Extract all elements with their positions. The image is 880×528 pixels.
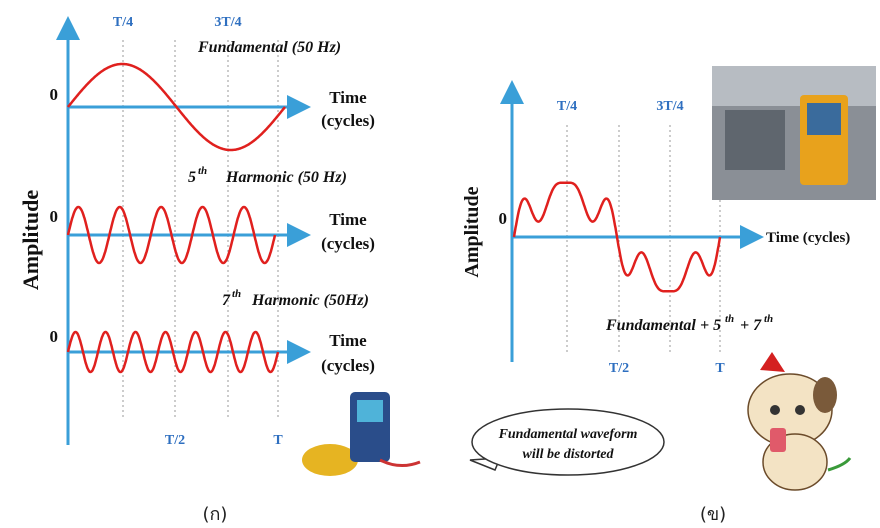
wave-title: Fundamental (50 Hz)	[197, 39, 341, 56]
harmonic-order: 5	[188, 169, 196, 186]
speech-bubble: Fundamental waveform will be distorted	[470, 409, 664, 475]
formula: + 7	[740, 317, 762, 334]
time-label: (cycles)	[321, 234, 375, 253]
time-label: Time	[329, 88, 367, 107]
superscript: th	[725, 313, 734, 325]
time-label: (cycles)	[321, 111, 375, 130]
time-label: Time	[329, 331, 367, 350]
caption: (ข)	[700, 504, 726, 525]
marker-label: T	[715, 361, 725, 376]
wave-title: Harmonic (50Hz)	[251, 292, 369, 309]
superscript: th	[764, 313, 773, 325]
harmonic-order: 7	[222, 292, 231, 309]
bubble-text: Fundamental waveform	[498, 427, 638, 442]
wave-title: Harmonic (50 Hz)	[225, 169, 347, 186]
zero-label: 0	[50, 85, 59, 104]
zero-label: 0	[499, 209, 508, 228]
time-label: Time (cycles)	[766, 230, 850, 246]
axis-label: Amplitude	[461, 186, 483, 277]
caption: (ก)	[203, 504, 228, 525]
figure: T/4 3T/4 T/2 T Amplitude 0 Fundamental (…	[0, 0, 880, 528]
meter-photo	[712, 66, 876, 200]
axis-label: Amplitude	[18, 190, 43, 290]
right-panel: T/4 3T/4 T/2 T Amplitude 0 Time (cycles)…	[461, 66, 876, 525]
left-panel: T/4 3T/4 T/2 T Amplitude 0 Fundamental (…	[18, 15, 420, 525]
marker-label: T/2	[609, 361, 629, 376]
superscript: th	[198, 165, 207, 177]
cartoon-dog	[748, 352, 850, 490]
zero-label: 0	[50, 207, 59, 226]
bubble-text: will be distorted	[523, 447, 615, 462]
formula: + 5	[700, 317, 721, 334]
zero-label: 0	[50, 327, 59, 346]
marker-label: T/4	[557, 99, 577, 114]
marker-label: T	[273, 433, 283, 448]
formula: Fundamental	[605, 317, 696, 334]
marker-label: 3T/4	[656, 99, 683, 114]
superscript: th	[232, 288, 241, 300]
time-label: Time	[329, 210, 367, 229]
analyzer-image	[302, 392, 420, 476]
marker-label: T/2	[165, 433, 185, 448]
marker-label: 3T/4	[214, 15, 241, 30]
time-label: (cycles)	[321, 356, 375, 375]
marker-label: T/4	[113, 15, 133, 30]
